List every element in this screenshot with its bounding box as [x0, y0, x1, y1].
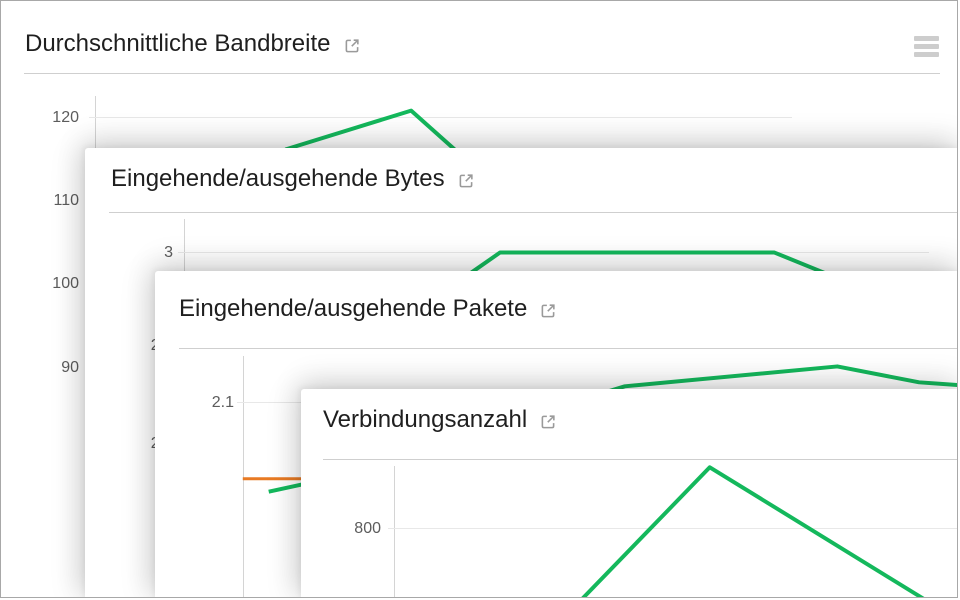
external-link-icon[interactable] — [539, 302, 557, 320]
y-axis-tick-label: 100 — [52, 275, 79, 292]
divider — [109, 212, 957, 213]
menu-bar — [914, 52, 939, 57]
external-link-icon[interactable] — [539, 413, 557, 431]
menu-icon[interactable] — [914, 36, 939, 57]
y-axis-tick-label: 110 — [53, 192, 79, 209]
menu-bar — [914, 36, 939, 41]
y-axis-tick-label: 2.1 — [211, 394, 234, 411]
gridline — [178, 252, 929, 253]
y-axis-tick-label: 800 — [354, 520, 381, 537]
y-axis-line — [394, 466, 395, 597]
panel-title: Verbindungsanzahl — [323, 406, 528, 433]
gridline — [89, 117, 792, 118]
panel-title: Eingehende/ausgehende Pakete — [179, 295, 528, 322]
external-link-icon[interactable] — [343, 37, 361, 55]
panel-verbindungsanzahl: Verbindungsanzahl 800 — [301, 389, 957, 597]
panel-title: Eingehende/ausgehende Bytes — [111, 165, 445, 192]
panel-title: Durchschnittliche Bandbreite — [25, 30, 331, 57]
divider — [323, 459, 957, 460]
y-axis-line — [243, 356, 244, 597]
y-axis-tick-label: 120 — [52, 109, 79, 126]
y-axis-tick-label: 3 — [164, 244, 173, 261]
gridline — [388, 528, 957, 529]
menu-bar — [914, 44, 939, 49]
divider — [179, 348, 957, 349]
external-link-icon[interactable] — [457, 172, 475, 190]
divider — [24, 73, 940, 74]
y-axis-tick-label: 90 — [61, 359, 79, 376]
